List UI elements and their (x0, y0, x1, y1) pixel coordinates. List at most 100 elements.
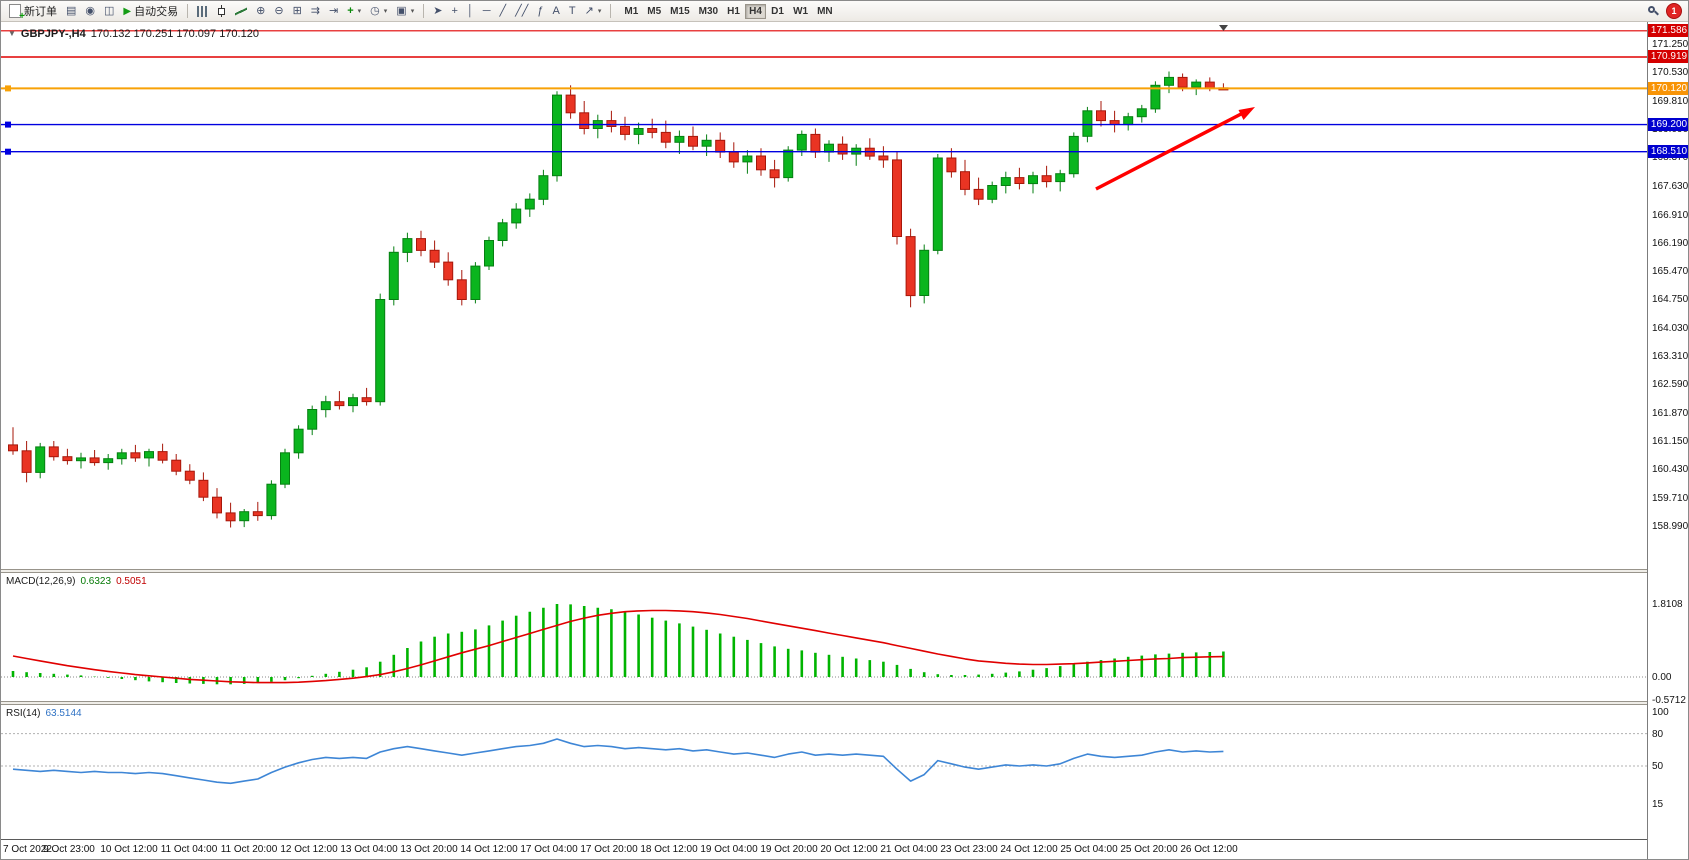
macd-pane[interactable] (1, 573, 1647, 701)
price-tick: 164.750 (1652, 294, 1689, 305)
chart-shift-button[interactable]: ⇥ (325, 3, 342, 20)
tile-windows-button[interactable]: ⊞ (289, 3, 306, 20)
timeframe-W1[interactable]: W1 (789, 4, 812, 19)
auto-trading-button[interactable]: ▶ 自动交易 (119, 3, 182, 20)
new-order-icon (9, 4, 25, 22)
chart-menu-caret-icon[interactable]: ▼ (8, 29, 16, 38)
search-icon[interactable] (1647, 5, 1660, 18)
time-label: 19 Oct 04:00 (700, 844, 758, 855)
auto-trading-icon: ▶ (123, 5, 132, 17)
timeframe-M5[interactable]: M5 (643, 4, 665, 19)
trend-arrow[interactable] (1095, 107, 1255, 191)
price-tick: 161.150 (1652, 436, 1689, 447)
timeframe-M15[interactable]: M15 (666, 4, 693, 19)
print-icon: ▤ (66, 4, 77, 17)
line-handle[interactable] (5, 85, 11, 92)
toolbar-separator (187, 4, 189, 18)
price-tick: 163.310 (1652, 351, 1689, 362)
channel-button[interactable]: ╱╱ (511, 3, 532, 20)
panel-splitter[interactable] (1, 701, 1688, 705)
line-chart-button[interactable] (231, 3, 251, 20)
bar-chart-button[interactable] (193, 3, 212, 20)
macd-svg[interactable] (1, 573, 1647, 701)
rsi-pane[interactable] (1, 705, 1647, 839)
chart-symbol-period: GBPJPY-,H4 (20, 28, 86, 40)
auto-trading-label: 自动交易 (134, 6, 179, 18)
auto-scroll-button[interactable]: ⇉ (307, 3, 324, 20)
price-badge: 169.200 (1648, 118, 1688, 131)
candles (8, 71, 1229, 528)
price-tick: 158.990 (1652, 521, 1689, 532)
price-tick: 169.810 (1652, 96, 1689, 107)
time-label: 7 Oct 2022 (3, 844, 52, 855)
templates-button[interactable]: ▣ ▾ (392, 3, 418, 20)
time-label: 10 Oct 12:00 (100, 844, 158, 855)
time-label: 25 Oct 20:00 (1120, 844, 1178, 855)
text-button[interactable]: A (549, 3, 564, 20)
time-label: 19 Oct 20:00 (760, 844, 818, 855)
text-label-button[interactable]: T (565, 3, 580, 20)
time-label: 24 Oct 12:00 (1000, 844, 1058, 855)
notification-badge[interactable]: 1 (1666, 3, 1682, 19)
timeframe-H1[interactable]: H1 (723, 4, 744, 19)
print-button[interactable]: ▤ (62, 3, 80, 20)
macd-label: MACD(12,26,9) 0.6323 0.5051 (6, 576, 147, 587)
rsi-name: RSI(14) (6, 708, 41, 719)
rsi-label: RSI(14) 63.5144 (6, 708, 82, 719)
navigator-button[interactable]: ◫ (100, 3, 118, 20)
line-handle[interactable] (5, 148, 11, 155)
time-label: 21 Oct 04:00 (880, 844, 938, 855)
price-axis[interactable]: 171.250170.530169.810169.090168.370167.6… (1647, 22, 1689, 859)
timeframe-MN[interactable]: MN (813, 4, 837, 19)
fibonacci-button[interactable]: ƒ (533, 3, 547, 20)
horizontal-line-button[interactable]: ─ (479, 3, 495, 20)
timeframe-D1[interactable]: D1 (767, 4, 788, 19)
time-label: 18 Oct 12:00 (640, 844, 698, 855)
trendline-button[interactable]: ╱ (496, 3, 511, 20)
price-badge: 168.510 (1648, 145, 1688, 158)
rsi-svg[interactable] (1, 705, 1647, 839)
indicators-button[interactable]: + ▾ (343, 3, 365, 20)
line-chart-icon (235, 5, 248, 17)
candlestick-chart-button[interactable] (213, 3, 230, 20)
toolbar-separator (610, 4, 612, 18)
periods-button[interactable]: ◷ ▾ (366, 3, 391, 20)
price-chart-pane[interactable] (1, 23, 1647, 569)
vertical-line-icon: │ (466, 4, 474, 17)
zoom-out-button[interactable]: ⊖ (270, 3, 287, 20)
cursor-button[interactable]: ➤ (429, 3, 446, 20)
market-watch-button[interactable]: ◉ (81, 3, 99, 20)
macd-tick: 0.00 (1652, 672, 1672, 683)
line-handle[interactable] (5, 121, 11, 128)
rsi-line (12, 738, 1224, 785)
macd-histogram (11, 604, 1225, 685)
cursor-icon: ➤ (433, 4, 443, 17)
chart-shift-icon: ⇥ (329, 4, 339, 17)
time-label: 9 Oct 23:00 (43, 844, 95, 855)
price-chart-svg[interactable] (1, 23, 1647, 569)
rsi-value: 63.5144 (45, 708, 82, 719)
time-label: 13 Oct 04:00 (340, 844, 398, 855)
zoom-in-button[interactable]: ⊕ (252, 3, 269, 20)
time-axis[interactable]: 7 Oct 2022 9 Oct 23:00 10 Oct 12:00 11 Oct … (1, 841, 1647, 859)
price-tick: 166.190 (1652, 238, 1689, 249)
new-order-button[interactable]: 新订单 (5, 3, 61, 22)
crosshair-button[interactable]: + (447, 3, 461, 20)
panel-splitter[interactable] (1, 569, 1688, 573)
price-tick: 171.250 (1652, 39, 1689, 50)
rsi-tick: 50 (1652, 761, 1664, 772)
price-tick: 170.530 (1652, 67, 1689, 78)
timeframe-H4[interactable]: H4 (745, 3, 767, 19)
templates-icon: ▣ (396, 4, 407, 17)
price-tick: 165.470 (1652, 266, 1689, 277)
horizontal-line-icon: ─ (482, 4, 491, 17)
price-tick: 167.630 (1652, 181, 1689, 192)
price-badge: 171.586 (1648, 24, 1688, 37)
timeframe-M1[interactable]: M1 (620, 4, 642, 19)
timeframe-M30[interactable]: M30 (695, 4, 722, 19)
time-label: 11 Oct 04:00 (160, 844, 218, 855)
arrows-button[interactable]: ↗ ▾ (581, 3, 606, 20)
vertical-line-button[interactable]: │ (463, 3, 478, 20)
time-label: 13 Oct 20:00 (400, 844, 458, 855)
